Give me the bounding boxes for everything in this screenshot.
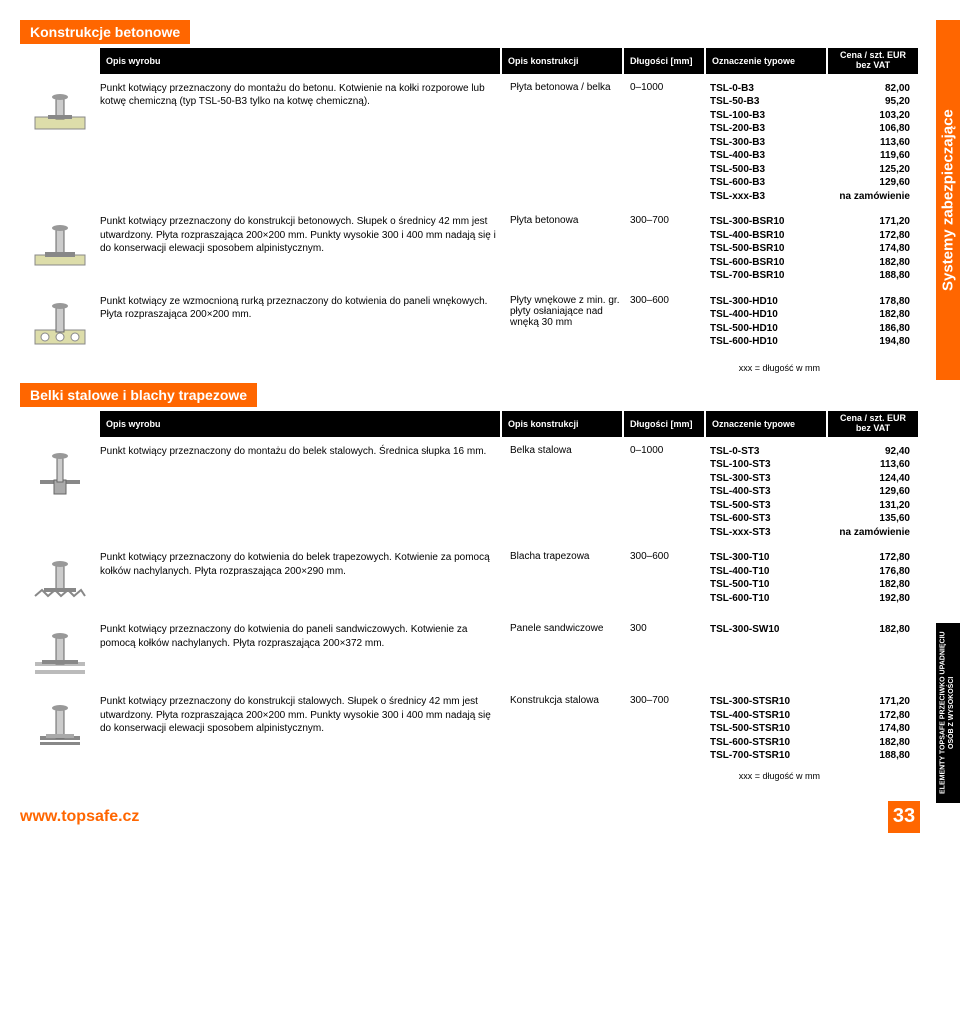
length-range: 0–1000 [630,82,710,93]
construction-type: Płyty wnękowe z min. gr. płyty osłaniają… [510,295,630,328]
product-icon [20,445,100,505]
product-description: Punkt kotwiący przeznaczony do kotwienia… [100,623,510,650]
header-dlugosc: Długości [mm] [624,48,704,74]
table-row: Punkt kotwiący ze wzmocnioną rurką przez… [20,289,920,361]
length-range: 0–1000 [630,445,710,456]
construction-type: Konstrukcja stalowa [510,695,630,706]
table-header: Opis wyrobu Opis konstrukcji Długości [m… [20,411,920,437]
product-icon [20,82,100,142]
type-codes: TSL-300-HD10TSL-400-HD10TSL-500-HD10TSL-… [710,295,830,349]
product-icon [20,695,100,755]
length-range: 300–600 [630,551,710,562]
page-footer: www.topsafe.cz 33 [20,801,920,833]
construction-type: Płyta betonowa [510,215,630,226]
construction-type: Blacha trapezowa [510,551,630,562]
product-description: Punkt kotwiący przeznaczony do montażu d… [100,82,510,109]
header-opis-wyrobu: Opis wyrobu [100,411,500,437]
prices: 171,20172,80174,80182,80188,80 [830,215,920,283]
table-row: Punkt kotwiący przeznaczony do kotwienia… [20,617,920,689]
table-row: Punkt kotwiący przeznaczony do konstrukc… [20,209,920,289]
construction-type: Panele sandwiczowe [510,623,630,634]
side-tab-orange: Systemy zabezpieczające [936,20,960,380]
type-codes: TSL-300-BSR10TSL-400-BSR10TSL-500-BSR10T… [710,215,830,283]
section-title: Konstrukcje betonowe [20,20,190,44]
product-description: Punkt kotwiący przeznaczony do konstrukc… [100,215,510,256]
side-tab-black: ELEMENTY TOPSAFE PRZECIWKO UPADNIĘCIU OS… [936,623,960,803]
product-description: Punkt kotwiący przeznaczony do konstrukc… [100,695,510,736]
table-header: Opis wyrobu Opis konstrukcji Długości [m… [20,48,920,74]
page-number: 33 [888,801,920,833]
section-steel: Belki stalowe i blachy trapezowe Opis wy… [20,383,920,781]
type-codes: TSL-300-T10TSL-400-T10TSL-500-T10TSL-600… [710,551,830,605]
header-dlugosc: Długości [mm] [624,411,704,437]
footnote: xxx = długość w mm [20,771,920,781]
prices: 171,20172,80174,80182,80188,80 [830,695,920,763]
prices: 182,80 [830,623,920,637]
header-oznaczenie: Oznaczenie typowe [706,48,826,74]
prices: 178,80182,80186,80194,80 [830,295,920,349]
header-opis-wyrobu: Opis wyrobu [100,48,500,74]
length-range: 300–600 [630,295,710,306]
header-cena: Cena / szt. EUR bez VAT [828,411,918,437]
type-codes: TSL-300-STSR10TSL-400-STSR10TSL-500-STSR… [710,695,830,763]
header-opis-konstr: Opis konstrukcji [502,411,622,437]
table-row: Punkt kotwiący przeznaczony do kotwienia… [20,545,920,617]
prices: 82,0095,20103,20106,80113,60119,60125,20… [830,82,920,204]
table-row: Punkt kotwiący przeznaczony do montażu d… [20,439,920,546]
product-icon [20,551,100,611]
table-row: Punkt kotwiący przeznaczony do konstrukc… [20,689,920,769]
length-range: 300–700 [630,215,710,226]
table-row: Punkt kotwiący przeznaczony do montażu d… [20,76,920,210]
footnote: xxx = długość w mm [20,363,920,373]
construction-type: Płyta betonowa / belka [510,82,630,93]
header-cena: Cena / szt. EUR bez VAT [828,48,918,74]
section-title: Belki stalowe i blachy trapezowe [20,383,257,407]
length-range: 300–700 [630,695,710,706]
product-description: Punkt kotwiący ze wzmocnioną rurką przez… [100,295,510,322]
type-codes: TSL-0-ST3TSL-100-ST3TSL-300-ST3TSL-400-S… [710,445,830,540]
header-oznaczenie: Oznaczenie typowe [706,411,826,437]
product-icon [20,623,100,683]
construction-type: Belka stalowa [510,445,630,456]
type-codes: TSL-0-B3TSL-50-B3TSL-100-B3TSL-200-B3TSL… [710,82,830,204]
product-description: Punkt kotwiący przeznaczony do montażu d… [100,445,510,459]
prices: 172,80176,80182,80192,80 [830,551,920,605]
footer-url: www.topsafe.cz [20,808,139,826]
prices: 92,40113,60124,40129,60131,20135,60na za… [830,445,920,540]
product-icon [20,295,100,355]
header-opis-konstr: Opis konstrukcji [502,48,622,74]
product-description: Punkt kotwiący przeznaczony do kotwienia… [100,551,510,578]
type-codes: TSL-300-SW10 [710,623,830,637]
length-range: 300 [630,623,710,634]
section-concrete: Konstrukcje betonowe Opis wyrobu Opis ko… [20,20,920,373]
product-icon [20,215,100,275]
